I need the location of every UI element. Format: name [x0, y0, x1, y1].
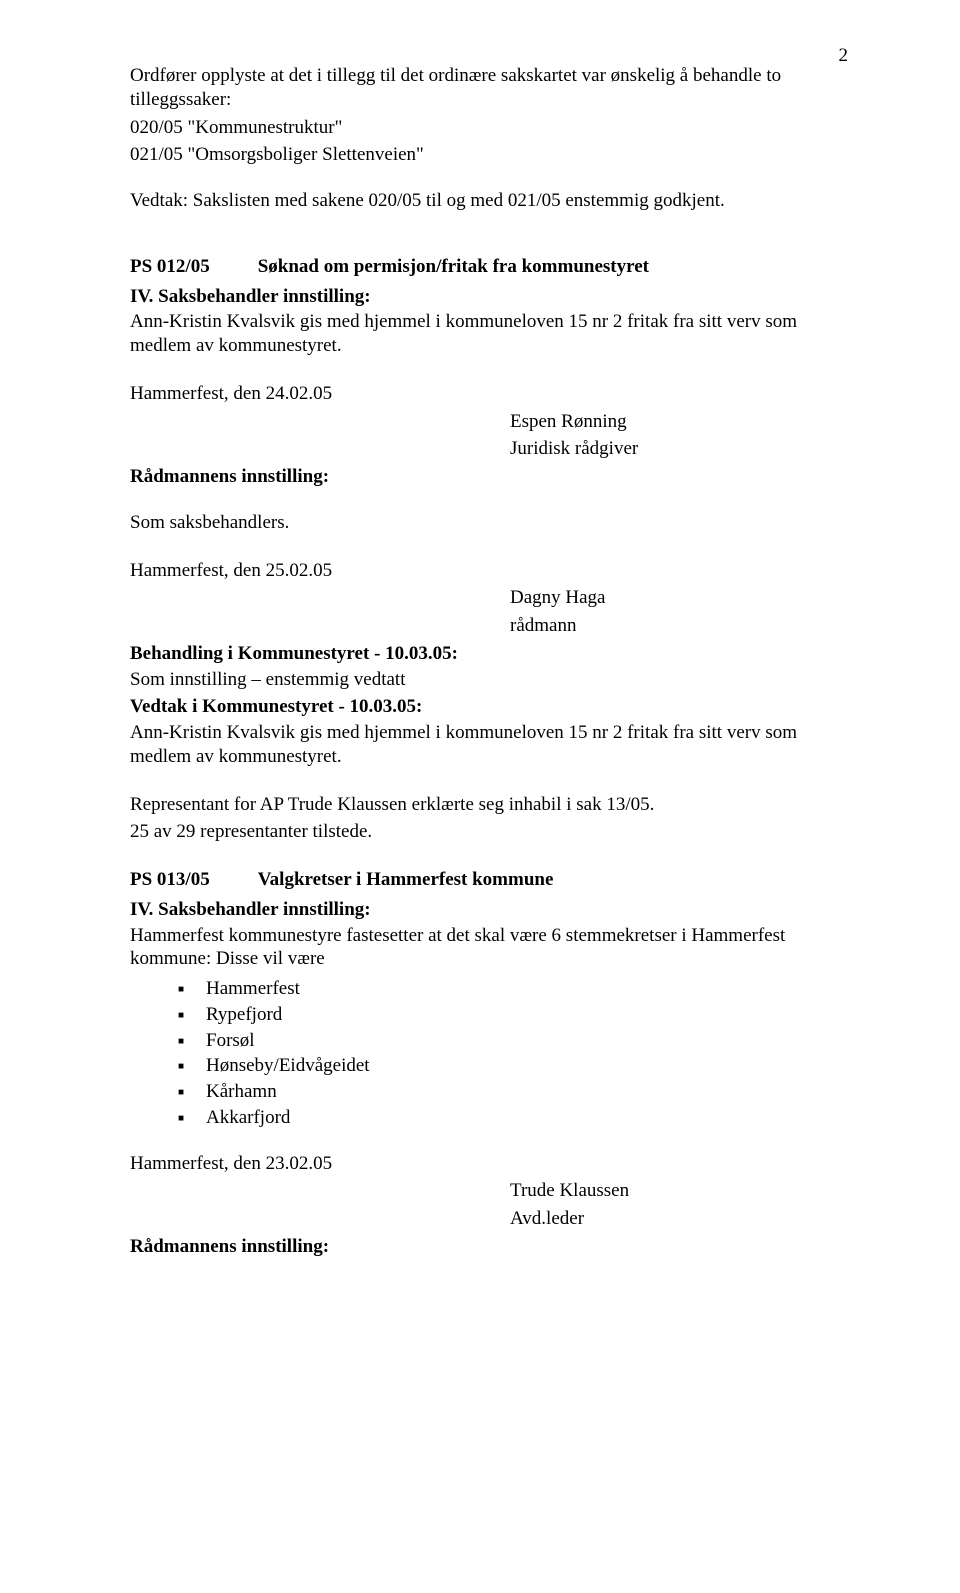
ps012-behandling-body: Som innstilling – enstemmig vedtatt — [130, 668, 850, 692]
vedtak-intro: Vedtak: Sakslisten med sakene 020/05 til… — [130, 189, 850, 213]
ps012-sign1: Espen Rønning Juridisk rådgiver — [130, 410, 850, 462]
ps012-title: Søknad om permisjon/fritak fra kommunest… — [258, 255, 649, 279]
list-item: Kårhamn — [178, 1080, 850, 1104]
ps012-behandling-heading: Behandling i Kommunestyret - 10.03.05: — [130, 642, 850, 666]
ps012-vedtak-body: Ann-Kristin Kvalsvik gis med hjemmel i k… — [130, 721, 850, 769]
ps012-sign2-role: rådmann — [510, 614, 850, 638]
ps012-iv-body: Ann-Kristin Kvalsvik gis med hjemmel i k… — [130, 310, 850, 358]
intro-block: Ordfører opplyste at det i tillegg til d… — [130, 64, 850, 167]
ps013-iv-body: Hammerfest kommunestyre fastesetter at d… — [130, 924, 850, 972]
ps013-sign-name: Trude Klaussen — [510, 1179, 850, 1203]
ps012-sign1-role: Juridisk rådgiver — [510, 437, 850, 461]
list-item: Akkarfjord — [178, 1106, 850, 1130]
ps013-title: Valgkretser i Hammerfest kommune — [258, 868, 554, 892]
ps012-som-saksbehandlers: Som saksbehandlers. — [130, 511, 850, 535]
list-item: Rypefjord — [178, 1003, 850, 1027]
ps013-radmann-heading: Rådmannens innstilling: — [130, 1235, 850, 1259]
intro-line1: Ordfører opplyste at det i tillegg til d… — [130, 64, 850, 112]
intro-line3: 021/05 "Omsorgsboliger Slettenveien" — [130, 143, 850, 167]
ps012-date2: Hammerfest, den 25.02.05 — [130, 559, 850, 583]
ps013-sign: Trude Klaussen Avd.leder — [130, 1179, 850, 1231]
ps012-sign2: Dagny Haga rådmann — [130, 586, 850, 638]
ps013-sign-role: Avd.leder — [510, 1207, 850, 1231]
ps012-inhabil: Representant for AP Trude Klaussen erklæ… — [130, 793, 850, 817]
ps013-iv-heading: IV. Saksbehandler innstilling: — [130, 898, 850, 922]
ps012-tilstede: 25 av 29 representanter tilstede. — [130, 820, 850, 844]
ps012-code: PS 012/05 — [130, 255, 210, 279]
ps012-sign1-name: Espen Rønning — [510, 410, 850, 434]
ps012-header: PS 012/05 Søknad om permisjon/fritak fra… — [130, 255, 850, 279]
ps012-iv-heading: IV. Saksbehandler innstilling: — [130, 285, 850, 309]
document-page: 2 Ordfører opplyste at det i tillegg til… — [0, 0, 960, 1593]
ps012-date1: Hammerfest, den 24.02.05 — [130, 382, 850, 406]
page-number: 2 — [839, 44, 849, 68]
vedtak-intro-block: Vedtak: Sakslisten med sakene 020/05 til… — [130, 189, 850, 213]
ps013-header: PS 013/05 Valgkretser i Hammerfest kommu… — [130, 868, 850, 892]
ps013-code: PS 013/05 — [130, 868, 210, 892]
ps012-sign2-name: Dagny Haga — [510, 586, 850, 610]
list-item: Hønseby/Eidvågeidet — [178, 1054, 850, 1078]
ps013-bullets: Hammerfest Rypefjord Forsøl Hønseby/Eidv… — [178, 977, 850, 1130]
list-item: Hammerfest — [178, 977, 850, 1001]
ps013-date: Hammerfest, den 23.02.05 — [130, 1152, 850, 1176]
intro-line2: 020/05 "Kommunestruktur" — [130, 116, 850, 140]
ps012-vedtak-heading: Vedtak i Kommunestyret - 10.03.05: — [130, 695, 850, 719]
list-item: Forsøl — [178, 1029, 850, 1053]
ps012-radmann-heading: Rådmannens innstilling: — [130, 465, 850, 489]
